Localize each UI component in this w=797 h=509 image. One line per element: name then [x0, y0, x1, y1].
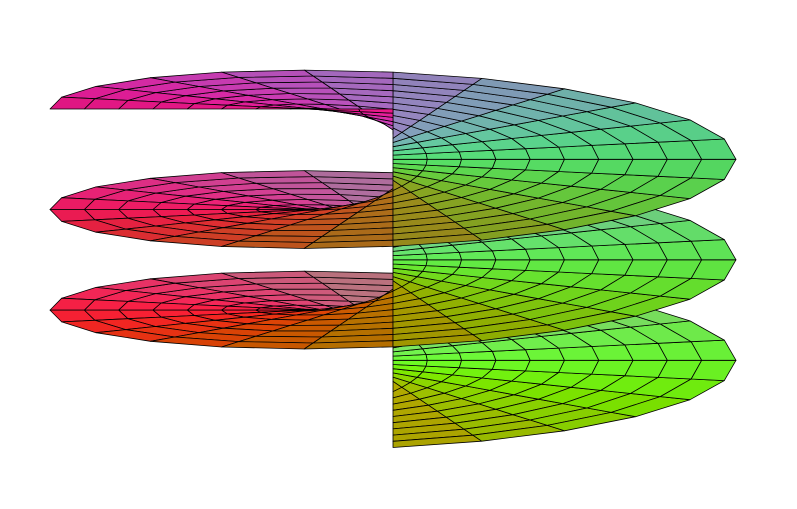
surface-patch	[525, 359, 565, 373]
surface-patch	[525, 158, 565, 172]
surface-patch	[221, 240, 314, 249]
surface-patch	[525, 247, 565, 261]
surface-patch	[425, 259, 463, 268]
surface-patch	[425, 359, 463, 369]
surface-patch	[458, 359, 497, 370]
surface-patch	[458, 158, 497, 169]
surface-patch	[525, 347, 565, 361]
surface-patch	[49, 96, 96, 110]
surface-patch	[425, 158, 463, 168]
surface-patch	[491, 259, 531, 271]
surface-patch	[458, 259, 497, 270]
surface-patch	[491, 359, 531, 372]
surface-patch	[221, 341, 314, 350]
surface-patch	[289, 108, 328, 111]
surface-patch	[491, 158, 531, 171]
surface-patch	[525, 259, 565, 273]
surface-patch	[525, 146, 565, 160]
